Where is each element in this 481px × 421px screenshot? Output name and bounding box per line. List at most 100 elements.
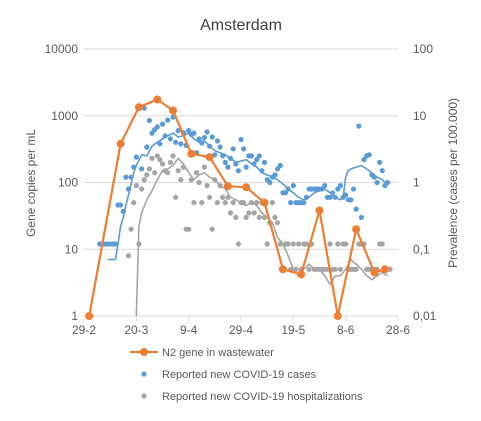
data-point [139, 166, 145, 172]
y-tick-label: 100 [58, 176, 78, 190]
series-line [107, 132, 391, 261]
data-point [241, 200, 247, 206]
series-line [88, 98, 386, 318]
data-point [290, 241, 296, 247]
data-point [356, 123, 362, 129]
data-point [238, 136, 244, 143]
data-point [296, 241, 302, 247]
data-point [330, 190, 336, 196]
data-point [167, 159, 173, 165]
legend-swatch-marker [140, 348, 148, 356]
data-point [285, 186, 291, 192]
data-point [335, 241, 341, 247]
data-point [154, 153, 160, 159]
data-point [259, 168, 265, 174]
legend-label: N2 gene in wastewater [162, 347, 274, 359]
chart-title: Amsterdam [200, 17, 282, 34]
data-point [297, 270, 306, 279]
y2-tick-label: 100 [413, 42, 433, 56]
y-tick-label: 1000 [51, 109, 78, 123]
data-point [209, 226, 215, 232]
data-point [277, 162, 283, 169]
data-point [133, 183, 139, 189]
data-point [136, 241, 142, 247]
data-point [159, 161, 166, 167]
data-point [374, 179, 380, 186]
data-point [285, 241, 291, 247]
data-point [387, 266, 393, 272]
data-point [327, 241, 333, 247]
data-point [222, 200, 228, 206]
y2-tick-label: 0,1 [413, 242, 430, 256]
data-point [379, 241, 385, 247]
data-point [207, 194, 213, 200]
data-point [332, 194, 338, 200]
data-point [139, 186, 145, 192]
data-point [322, 183, 328, 189]
data-point [159, 121, 166, 127]
data-point [180, 164, 186, 170]
data-point [333, 312, 342, 320]
data-point [225, 164, 231, 170]
data-point [201, 164, 207, 170]
data-point [251, 210, 257, 216]
series-line [135, 157, 388, 317]
data-point [282, 190, 289, 196]
legend-label: Reported new COVID-19 cases [162, 369, 317, 381]
legend: N2 gene in wastewater Reported new COVID-… [130, 347, 363, 403]
data-point [175, 168, 181, 174]
data-point [241, 146, 247, 152]
data-point [186, 226, 192, 232]
data-point [125, 186, 132, 192]
y2-axis-label: Prevalence (cases per 100.000) [446, 98, 460, 268]
data-point [230, 146, 236, 152]
data-point [85, 312, 94, 320]
data-point [370, 268, 379, 277]
data-point [134, 103, 143, 112]
data-point [178, 177, 184, 183]
data-point [377, 159, 383, 165]
data-point [227, 210, 234, 216]
data-point [187, 149, 196, 158]
data-point [272, 214, 278, 220]
data-point [343, 192, 349, 198]
x-tick-label: 20-3 [124, 323, 148, 337]
data-point [227, 155, 234, 161]
data-point [235, 241, 241, 247]
series-3 [125, 153, 393, 272]
data-point [149, 155, 155, 161]
data-point [361, 157, 367, 163]
data-point [332, 266, 338, 272]
data-point [220, 194, 226, 200]
data-point [165, 170, 171, 176]
data-point [196, 179, 202, 186]
data-point [243, 214, 249, 220]
data-point [384, 179, 391, 186]
data-point [243, 164, 249, 170]
data-point [380, 265, 389, 274]
y-tick-label: 10 [65, 242, 79, 256]
data-point [261, 159, 268, 165]
data-point [204, 129, 210, 135]
data-point [217, 183, 223, 189]
legend-swatch-marker [141, 393, 147, 399]
data-point [162, 133, 168, 139]
data-point [214, 200, 220, 206]
data-point [303, 241, 309, 247]
data-point [277, 241, 283, 247]
data-point [251, 161, 257, 167]
series-layer [85, 95, 393, 320]
data-point [178, 141, 184, 147]
data-point [242, 183, 251, 192]
data-point [233, 161, 239, 167]
y2-tick-label: 1 [413, 176, 420, 190]
legend-item: Reported new COVID-19 cases [141, 369, 317, 381]
legend-label: Reported new COVID-19 hospitalizations [162, 391, 363, 403]
data-point [267, 179, 273, 186]
data-point [157, 157, 163, 163]
data-point [235, 168, 241, 174]
data-point [144, 172, 150, 178]
data-point [293, 266, 299, 272]
data-point [214, 138, 220, 144]
